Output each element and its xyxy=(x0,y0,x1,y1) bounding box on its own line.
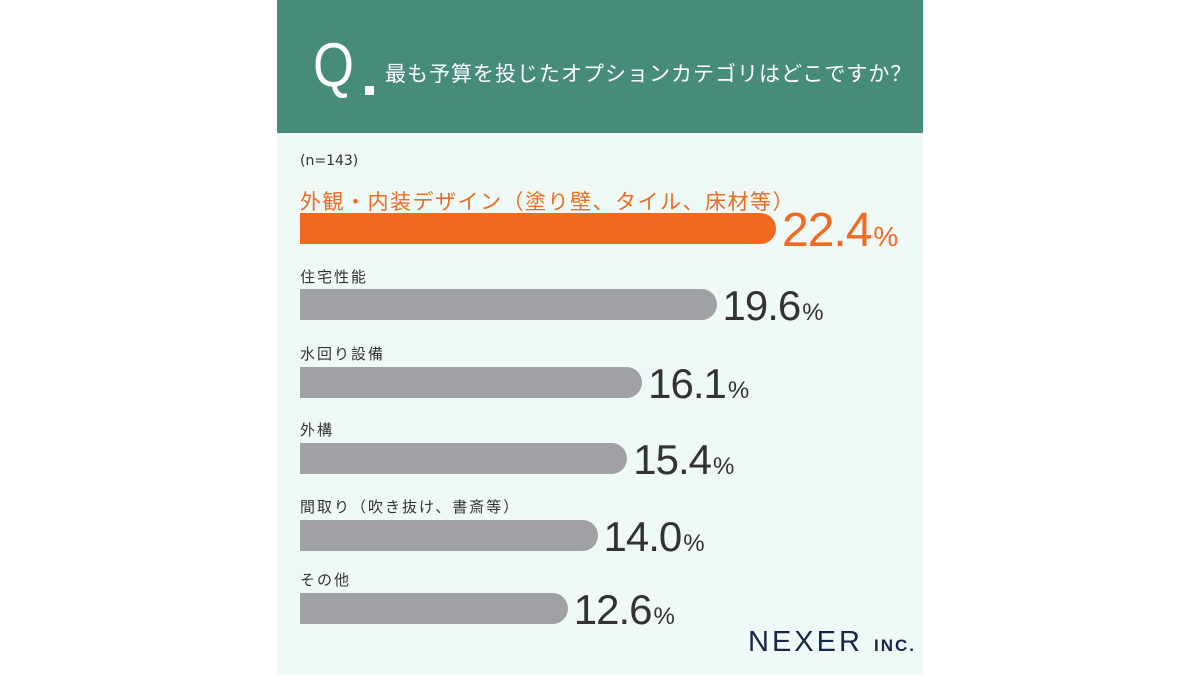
category-label: 外構 xyxy=(300,421,335,439)
category-label: その他 xyxy=(300,571,352,589)
q-mark: Q xyxy=(313,31,354,100)
category-label: 住宅性能 xyxy=(300,268,369,286)
nexer-logo: NEXER INC. xyxy=(748,626,916,658)
bar xyxy=(300,593,568,624)
value-number: 19.6 xyxy=(722,282,802,329)
bar xyxy=(300,213,776,244)
value-label: 19.6% xyxy=(722,282,824,330)
value-unit: % xyxy=(802,299,823,326)
category-label: 外観・内装デザイン（塗り壁、タイル、床材等） xyxy=(300,190,795,214)
question-text: 最も予算を投じたオプションカテゴリはどこですか？ xyxy=(385,62,913,86)
value-unit: % xyxy=(653,603,675,630)
bar xyxy=(300,289,717,320)
value-unit: % xyxy=(873,221,898,252)
value-number: 14.0 xyxy=(603,513,683,560)
bar xyxy=(300,367,643,398)
value-label: 14.0% xyxy=(603,513,705,561)
category-label: 水回り設備 xyxy=(300,345,386,363)
value-label: 15.4% xyxy=(633,436,734,484)
value-label: 12.6% xyxy=(573,586,675,634)
value-label: 22.4% xyxy=(782,203,898,258)
bar xyxy=(300,443,628,474)
bar xyxy=(300,520,598,551)
value-number: 16.1 xyxy=(648,360,727,407)
q-dot xyxy=(365,86,374,95)
value-unit: % xyxy=(713,453,734,480)
question-header: Q 最も予算を投じたオプションカテゴリはどこですか？ xyxy=(277,0,923,133)
value-label: 16.1% xyxy=(648,360,749,408)
category-label: 間取り（吹き抜け、書斎等） xyxy=(300,498,521,516)
value-unit: % xyxy=(683,530,704,557)
value-unit: % xyxy=(727,377,749,404)
sample-size: (n=143) xyxy=(300,153,359,169)
value-number: 12.6 xyxy=(573,586,653,633)
value-number: 15.4 xyxy=(633,436,712,483)
infographic-panel: Q 最も予算を投じたオプションカテゴリはどこですか？ (n=143) NEXER… xyxy=(277,0,923,675)
value-number: 22.4 xyxy=(782,204,872,257)
